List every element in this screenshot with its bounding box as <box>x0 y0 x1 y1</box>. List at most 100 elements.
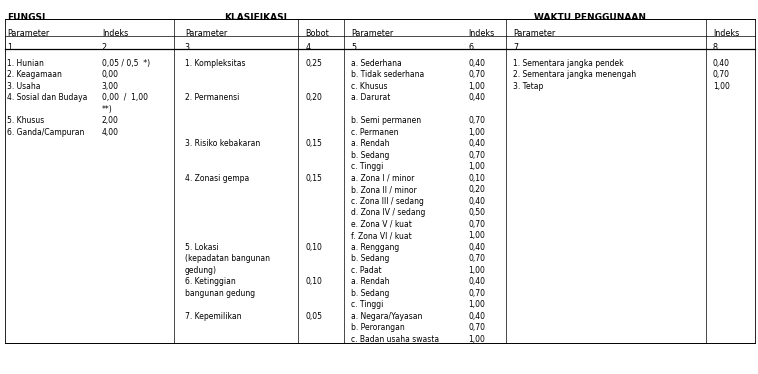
Text: 2. Keagamaan: 2. Keagamaan <box>8 70 62 79</box>
Text: a. Renggang: a. Renggang <box>351 243 399 252</box>
Text: 1. Kompleksitas: 1. Kompleksitas <box>185 59 246 68</box>
Text: 4. Sosial dan Budaya: 4. Sosial dan Budaya <box>8 93 88 102</box>
Text: 1,00: 1,00 <box>713 82 730 91</box>
Text: 0,40: 0,40 <box>468 93 485 102</box>
Text: 5: 5 <box>351 43 356 52</box>
Text: bangunan gedung: bangunan gedung <box>185 289 255 298</box>
Text: c. Tinggi: c. Tinggi <box>351 162 384 171</box>
Text: 3,00: 3,00 <box>102 82 119 91</box>
Text: gedung): gedung) <box>185 266 217 275</box>
Text: 0,00: 0,00 <box>102 70 119 79</box>
Text: 0,40: 0,40 <box>468 243 485 252</box>
Text: 2,00: 2,00 <box>102 116 119 125</box>
Text: Parameter: Parameter <box>8 29 50 38</box>
Text: Parameter: Parameter <box>513 29 556 38</box>
Text: Bobot: Bobot <box>305 29 330 38</box>
Text: 0,20: 0,20 <box>468 185 485 194</box>
Text: c. Zona III / sedang: c. Zona III / sedang <box>351 197 424 206</box>
Text: c. Badan usaha swasta: c. Badan usaha swasta <box>351 335 439 344</box>
Text: 3. Usaha: 3. Usaha <box>8 82 41 91</box>
Text: 3. Risiko kebakaran: 3. Risiko kebakaran <box>185 139 260 148</box>
Text: (kepadatan bangunan: (kepadatan bangunan <box>185 254 270 263</box>
Text: 1. Hunian: 1. Hunian <box>8 59 44 68</box>
Text: 6. Ketinggian: 6. Ketinggian <box>185 277 236 286</box>
Text: 0,00  /  1,00: 0,00 / 1,00 <box>102 93 148 102</box>
Text: 7: 7 <box>513 43 518 52</box>
Text: FUNGSI: FUNGSI <box>8 13 45 22</box>
Text: e. Zona V / kuat: e. Zona V / kuat <box>351 220 412 229</box>
Text: 0,70: 0,70 <box>468 70 485 79</box>
Text: a. Darurat: a. Darurat <box>351 93 390 102</box>
Text: 0,20: 0,20 <box>305 93 323 102</box>
Text: 1,00: 1,00 <box>468 300 485 309</box>
Text: 0,15: 0,15 <box>305 139 323 148</box>
Text: 1,00: 1,00 <box>468 266 485 275</box>
Text: a. Rendah: a. Rendah <box>351 139 390 148</box>
Text: 0,40: 0,40 <box>713 59 730 68</box>
Text: 1,00: 1,00 <box>468 82 485 91</box>
Text: 6: 6 <box>468 43 473 52</box>
Text: 0,15: 0,15 <box>305 174 323 183</box>
Text: 0,40: 0,40 <box>468 197 485 206</box>
Text: 4. Zonasi gempa: 4. Zonasi gempa <box>185 174 249 183</box>
Text: 0,40: 0,40 <box>468 59 485 68</box>
Text: 0,10: 0,10 <box>468 174 485 183</box>
Text: Parameter: Parameter <box>351 29 393 38</box>
Text: 1,00: 1,00 <box>468 162 485 171</box>
Text: 0,70: 0,70 <box>468 220 485 229</box>
Text: 1,00: 1,00 <box>468 231 485 240</box>
Text: 2. Sementara jangka menengah: 2. Sementara jangka menengah <box>513 70 637 79</box>
Text: 1: 1 <box>8 43 12 52</box>
Text: 0,70: 0,70 <box>468 323 485 332</box>
Text: Parameter: Parameter <box>185 29 227 38</box>
Text: 7. Kepemilikan: 7. Kepemilikan <box>185 312 241 321</box>
Text: b. Sedang: b. Sedang <box>351 254 390 263</box>
Text: 0,40: 0,40 <box>468 277 485 286</box>
Text: b. Zona II / minor: b. Zona II / minor <box>351 185 417 194</box>
Text: 0,70: 0,70 <box>468 116 485 125</box>
Text: d. Zona IV / sedang: d. Zona IV / sedang <box>351 208 425 217</box>
Text: c. Khusus: c. Khusus <box>351 82 387 91</box>
Text: 0,70: 0,70 <box>713 70 730 79</box>
Text: 0,70: 0,70 <box>468 254 485 263</box>
Text: 3: 3 <box>185 43 190 52</box>
Text: b. Sedang: b. Sedang <box>351 151 390 160</box>
Text: WAKTU PENGGUNAAN: WAKTU PENGGUNAAN <box>534 13 646 22</box>
Text: 0,50: 0,50 <box>468 208 485 217</box>
Text: 4: 4 <box>305 43 311 52</box>
Text: 0,25: 0,25 <box>305 59 323 68</box>
Text: b. Perorangan: b. Perorangan <box>351 323 405 332</box>
Text: 5. Khusus: 5. Khusus <box>8 116 45 125</box>
Text: a. Negara/Yayasan: a. Negara/Yayasan <box>351 312 422 321</box>
Text: 0,40: 0,40 <box>468 312 485 321</box>
Text: 0,05: 0,05 <box>305 312 323 321</box>
Text: **): **) <box>102 105 113 114</box>
Text: 1. Sementara jangka pendek: 1. Sementara jangka pendek <box>513 59 624 68</box>
Text: c. Tinggi: c. Tinggi <box>351 300 384 309</box>
Text: f. Zona VI / kuat: f. Zona VI / kuat <box>351 231 412 240</box>
Text: 3. Tetap: 3. Tetap <box>513 82 543 91</box>
Text: a. Zona I / minor: a. Zona I / minor <box>351 174 415 183</box>
Text: 2: 2 <box>102 43 107 52</box>
Text: 2. Permanensi: 2. Permanensi <box>185 93 240 102</box>
Text: 4,00: 4,00 <box>102 128 119 137</box>
Text: Indeks: Indeks <box>102 29 128 38</box>
Text: 0,70: 0,70 <box>468 151 485 160</box>
Text: 1,00: 1,00 <box>468 128 485 137</box>
Text: a. Rendah: a. Rendah <box>351 277 390 286</box>
Text: Indeks: Indeks <box>468 29 494 38</box>
Text: 5. Lokasi: 5. Lokasi <box>185 243 218 252</box>
Text: b. Semi permanen: b. Semi permanen <box>351 116 421 125</box>
Text: c. Permanen: c. Permanen <box>351 128 399 137</box>
Text: 1,00: 1,00 <box>468 335 485 344</box>
Text: c. Padat: c. Padat <box>351 266 382 275</box>
Text: b. Sedang: b. Sedang <box>351 289 390 298</box>
Text: 8: 8 <box>713 43 718 52</box>
Text: KLASIFIKASI: KLASIFIKASI <box>224 13 287 22</box>
Text: a. Sederhana: a. Sederhana <box>351 59 402 68</box>
Text: 0,40: 0,40 <box>468 139 485 148</box>
Text: 0,10: 0,10 <box>305 277 323 286</box>
Text: 0,05 / 0,5  *): 0,05 / 0,5 *) <box>102 59 150 68</box>
Text: 6. Ganda/Campuran: 6. Ganda/Campuran <box>8 128 85 137</box>
Text: b. Tidak sederhana: b. Tidak sederhana <box>351 70 424 79</box>
